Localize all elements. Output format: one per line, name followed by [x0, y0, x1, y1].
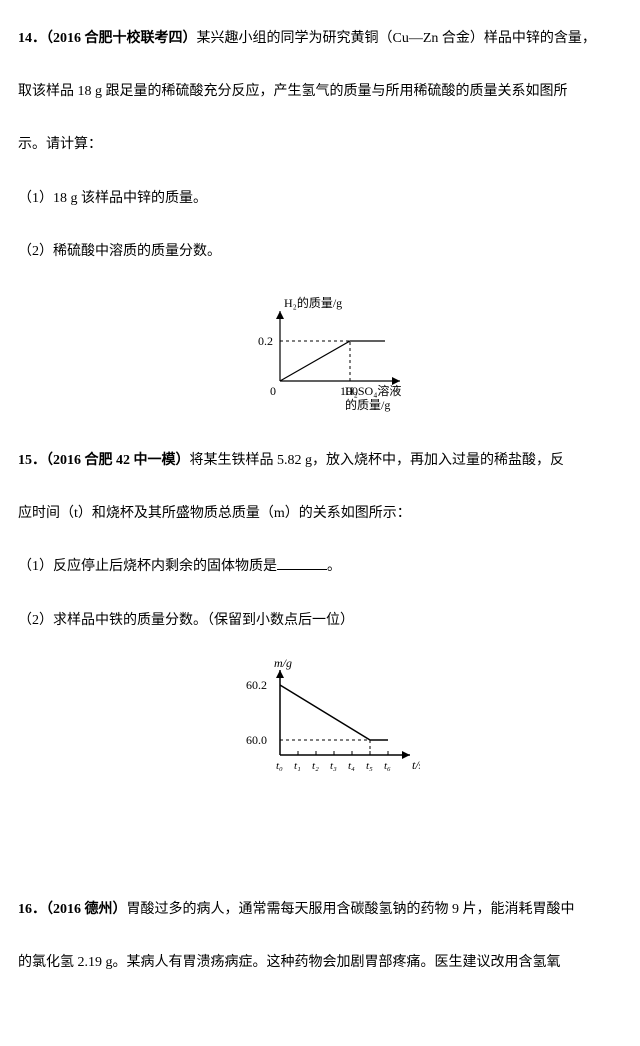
q14-intro-line1: 14．（2016 合肥十校联考四）某兴趣小组的同学为研究黄铜（Cu—Zn 合金）… — [18, 12, 622, 65]
q16-source: （2016 德州） — [46, 902, 127, 917]
q14-source: （2016 合肥十校联考四） — [46, 31, 197, 46]
spacer — [18, 803, 622, 883]
q14-chart: 0.20100H₂的质量/gH₂SO₄溶液的质量/g — [18, 286, 622, 416]
q14-part1: （1）18 g 该样品中锌的质量。 — [18, 172, 622, 225]
svg-text:的质量/g: 的质量/g — [345, 397, 390, 412]
svg-text:t₃: t₃ — [330, 760, 337, 772]
question-14: 14．（2016 合肥十校联考四）某兴趣小组的同学为研究黄铜（Cu—Zn 合金）… — [18, 12, 622, 416]
svg-text:t₅: t₅ — [366, 760, 373, 772]
q15-part1-pre: （1）反应停止后烧杯内剩余的固体物质是 — [18, 559, 277, 574]
q15-blank — [277, 556, 327, 570]
q15-chart-svg: 60.2 60.0 t₀ t₁ t₂ t₃ t₄ t₅ t₆ m/g t/s — [220, 655, 420, 785]
q16-intro-line1: 16．（2016 德州）胃酸过多的病人，通常需每天服用含碳酸氢钠的药物 9 片，… — [18, 883, 622, 936]
svg-text:60.0: 60.0 — [246, 733, 267, 747]
q15-part2: （2）求样品中铁的质量分数。（保留到小数点后一位） — [18, 594, 622, 647]
q14-part2: （2）稀硫酸中溶质的质量分数。 — [18, 225, 622, 278]
q14-chart-svg: 0.20100H₂的质量/gH₂SO₄溶液的质量/g — [210, 286, 430, 416]
q16-intro-line2: 的氯化氢 2.19 g。某病人有胃溃疡病症。这种药物会加剧胃部疼痛。医生建议改用… — [18, 936, 622, 989]
q15-intro1-text: 将某生铁样品 5.82 g，放入烧杯中，再加入过量的稀盐酸，反 — [190, 453, 565, 468]
question-16: 16．（2016 德州）胃酸过多的病人，通常需每天服用含碳酸氢钠的药物 9 片，… — [18, 883, 622, 989]
svg-text:0: 0 — [270, 384, 276, 398]
q15-part1-post: 。 — [327, 559, 341, 574]
q14-intro-line3: 示。请计算： — [18, 118, 622, 171]
q14-intro-line2: 取该样品 18 g 跟足量的稀硫酸充分反应，产生氢气的质量与所用稀硫酸的质量关系… — [18, 65, 622, 118]
svg-text:t₁: t₁ — [294, 760, 301, 772]
q16-number: 16． — [18, 902, 46, 917]
q14-intro1-text: 某兴趣小组的同学为研究黄铜（Cu—Zn 合金）样品中锌的含量， — [197, 31, 596, 46]
svg-text:60.2: 60.2 — [246, 678, 267, 692]
q15-number: 15． — [18, 453, 46, 468]
svg-text:H₂的质量/g: H₂的质量/g — [284, 295, 342, 310]
svg-text:t₄: t₄ — [348, 760, 355, 772]
svg-text:t₆: t₆ — [384, 760, 391, 772]
svg-text:t/s: t/s — [412, 758, 420, 772]
q16-intro1-text: 胃酸过多的病人，通常需每天服用含碳酸氢钠的药物 9 片，能消耗胃酸中 — [127, 902, 575, 917]
svg-text:m/g: m/g — [274, 656, 292, 670]
svg-text:H₂SO₄溶液: H₂SO₄溶液 — [345, 383, 401, 398]
q15-chart: 60.2 60.0 t₀ t₁ t₂ t₃ t₄ t₅ t₆ m/g t/s — [18, 655, 622, 785]
question-15: 15．（2016 合肥 42 中一模）将某生铁样品 5.82 g，放入烧杯中，再… — [18, 434, 622, 785]
q15-intro-line1: 15．（2016 合肥 42 中一模）将某生铁样品 5.82 g，放入烧杯中，再… — [18, 434, 622, 487]
q15-part1: （1）反应停止后烧杯内剩余的固体物质是 。 — [18, 540, 622, 593]
svg-text:0.2: 0.2 — [258, 334, 273, 348]
q14-number: 14． — [18, 31, 46, 46]
svg-text:t₀: t₀ — [276, 760, 283, 772]
q15-source: （2016 合肥 42 中一模） — [46, 453, 190, 468]
svg-text:t₂: t₂ — [312, 760, 319, 772]
q15-intro-line2: 应时间（t）和烧杯及其所盛物质总质量（m）的关系如图所示： — [18, 487, 622, 540]
